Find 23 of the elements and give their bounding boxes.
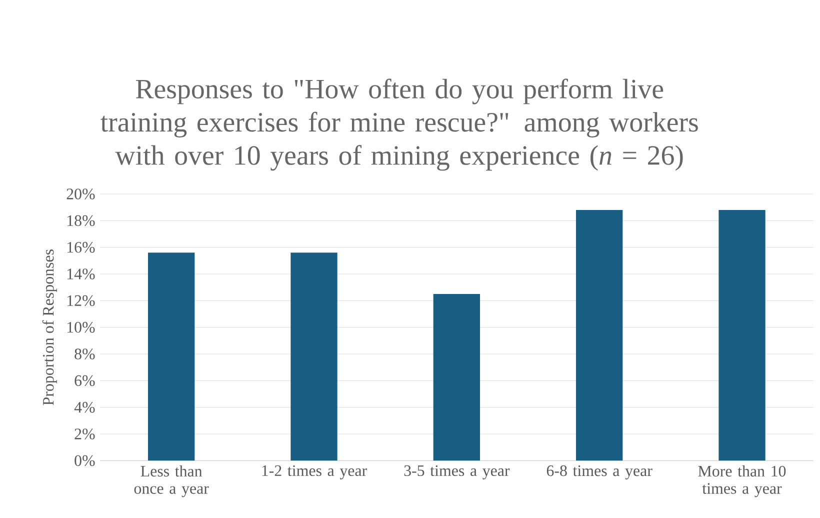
bar <box>433 294 480 461</box>
x-tick-label: 6-8 times a year <box>546 465 652 480</box>
x-tick-label: Less than once a year <box>134 465 209 498</box>
y-tick-label: 20% <box>66 188 95 200</box>
chart-title: Responses to "How often do you perform live training exercises for mine rescue?" among workers with over 10 years of mining experience (n = 26) <box>100 78 698 171</box>
y-tick-label: 6% <box>74 375 95 386</box>
bar <box>718 210 766 461</box>
y-tick-label: 10% <box>67 322 95 333</box>
y-tick-label: 16% <box>67 242 95 253</box>
y-tick-label: 14% <box>67 268 95 280</box>
y-tick-label: 12% <box>67 295 95 306</box>
x-tick-label: 3-5 times a year <box>404 465 510 480</box>
x-tick-label: More than 10 times a year <box>698 465 786 498</box>
bar <box>576 210 623 461</box>
y-tick-label: 0% <box>74 455 95 466</box>
x-tick-label: 1-2 times a year <box>262 465 367 480</box>
bar <box>148 252 195 461</box>
y-tick-label: 2% <box>74 428 95 440</box>
y-tick-label: 18% <box>67 215 95 226</box>
bar <box>290 252 338 461</box>
y-tick-label: 4% <box>74 402 95 413</box>
y-axis-title: Proportion of Responses <box>42 250 57 406</box>
y-tick-label: 8% <box>74 348 95 360</box>
